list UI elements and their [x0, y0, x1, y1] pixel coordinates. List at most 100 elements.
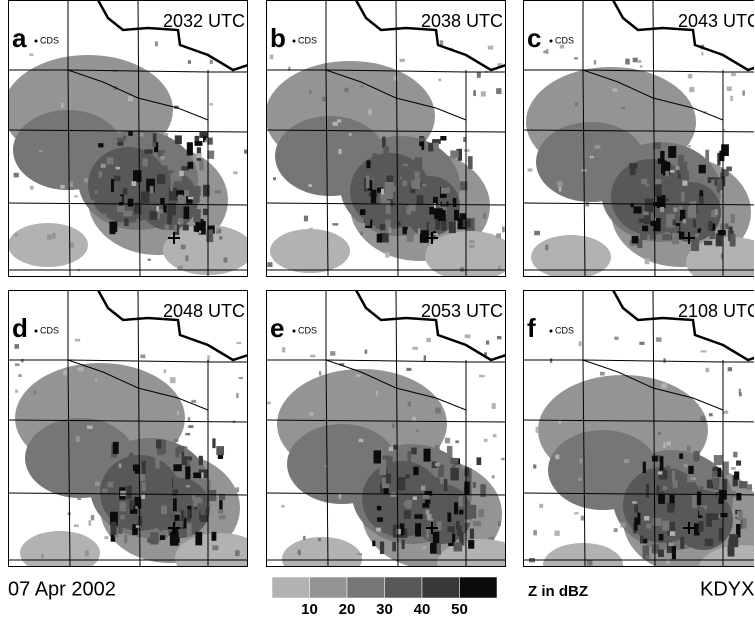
- echo-speckle: [657, 471, 663, 475]
- echo-cell: [98, 213, 107, 219]
- echo-speckle: [730, 95, 733, 102]
- echo-cell: [649, 225, 656, 240]
- echo-cell: [117, 141, 125, 146]
- echo-speckle: [102, 488, 108, 493]
- echo-cell: [658, 533, 664, 541]
- echo-cell: [698, 164, 706, 174]
- echo-cell: [645, 483, 650, 498]
- echo-cell: [406, 206, 412, 215]
- echo-speckle: [426, 513, 432, 520]
- echo-cell: [128, 131, 133, 136]
- echo-cell: [141, 461, 146, 474]
- echo-cell: [363, 177, 369, 192]
- echo-cell: [116, 196, 123, 206]
- echo-speckle: [18, 374, 22, 377]
- echo-speckle: [303, 535, 306, 541]
- echo-speckle: [655, 337, 662, 342]
- echo-cell: [162, 153, 172, 166]
- echo-speckle: [235, 487, 240, 493]
- echo-speckle: [415, 100, 419, 104]
- echo-cell: [122, 135, 127, 141]
- echo-speckle: [297, 549, 301, 556]
- echo-speckle: [558, 419, 562, 424]
- county-line: [8, 202, 248, 206]
- date: 07 Apr 2002: [8, 578, 116, 600]
- echo-cell: [714, 514, 724, 519]
- echo-cell: [450, 150, 459, 159]
- echo-speckle: [464, 334, 471, 339]
- echo-cell: [118, 201, 123, 208]
- echo-cell: [156, 191, 161, 205]
- echo-speckle: [154, 41, 159, 47]
- echo-cell: [733, 451, 738, 458]
- echo-speckle: [487, 45, 494, 50]
- echo-speckle: [309, 227, 313, 231]
- echo-speckle: [358, 438, 364, 443]
- echo-cell: [417, 469, 426, 484]
- county-line: [395, 290, 399, 567]
- echo-speckle: [21, 358, 24, 363]
- echo-cell: [122, 188, 128, 195]
- echo-cell: [398, 208, 405, 213]
- echo-cell: [139, 474, 145, 482]
- echo-cell: [437, 210, 446, 222]
- echo: [8, 223, 88, 267]
- panel-border: [523, 290, 754, 567]
- echo-cell: [173, 464, 182, 472]
- echo-speckle: [335, 82, 341, 86]
- echo-speckle: [288, 66, 291, 71]
- echo-speckle: [455, 440, 459, 444]
- echo-cell: [462, 219, 471, 228]
- echo-cell: [424, 490, 433, 496]
- echo-speckle: [687, 73, 693, 79]
- echo-speckle: [176, 410, 180, 416]
- echo-cell: [372, 153, 377, 158]
- echo-cell: [694, 455, 699, 462]
- echo-cell: [199, 132, 208, 138]
- echo-cell: [199, 514, 209, 523]
- radar-site: [426, 522, 438, 534]
- echo-speckle: [732, 514, 739, 518]
- county-line: [395, 0, 399, 277]
- echo-cell: [212, 438, 216, 449]
- echo-cell: [179, 446, 185, 453]
- echo-speckle: [177, 221, 180, 225]
- echo: [270, 229, 350, 273]
- echo-speckle: [705, 367, 710, 373]
- echo-cell: [464, 481, 470, 495]
- echo-cell: [203, 184, 210, 197]
- county-line: [8, 359, 248, 363]
- echo-speckle: [535, 426, 539, 433]
- echo-speckle: [84, 550, 89, 557]
- echo-cell: [124, 534, 128, 544]
- echo-cell: [448, 221, 456, 234]
- echo-speckle: [670, 425, 674, 430]
- echo-speckle: [433, 233, 439, 236]
- echo-speckle: [726, 86, 732, 92]
- station-label: CDS: [40, 35, 59, 45]
- echo-cell: [185, 466, 191, 480]
- echo-cell: [740, 518, 745, 529]
- echo-speckle: [332, 121, 338, 126]
- echo-cell: [468, 504, 477, 519]
- echo: [673, 490, 733, 550]
- echo-speckle: [14, 363, 20, 367]
- echo-speckle: [157, 213, 160, 220]
- echo-cell: [133, 170, 142, 183]
- echo-cell: [443, 478, 448, 492]
- echo-speckle: [281, 347, 286, 353]
- echo-cell: [399, 523, 405, 536]
- echo-speckle: [365, 457, 371, 461]
- echo-cell: [192, 193, 200, 203]
- echo-cell: [144, 149, 153, 154]
- echo-cell: [194, 141, 203, 146]
- echo-cell: [629, 162, 638, 169]
- echo-cell: [438, 464, 445, 477]
- echo-speckle: [666, 441, 671, 446]
- echo-cell: [183, 456, 193, 461]
- echo-cell: [198, 455, 203, 466]
- echo-cell: [186, 142, 193, 156]
- echo-cell: [706, 475, 713, 488]
- echo-cell: [411, 180, 421, 189]
